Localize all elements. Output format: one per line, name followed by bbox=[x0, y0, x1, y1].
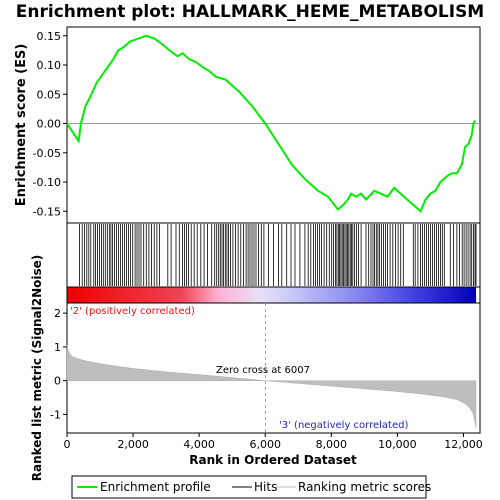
legend-hits-label: Hits bbox=[254, 480, 277, 494]
legend-metric-label: Ranking metric scores bbox=[298, 480, 431, 494]
negative-correlation-label: '3' (negatively correlated) bbox=[279, 420, 408, 431]
metric-y-tick-label: -1 bbox=[50, 408, 61, 421]
legend-enrichment-label: Enrichment profile bbox=[100, 480, 211, 494]
hit-marks bbox=[79, 224, 477, 286]
metric-y-label: Ranked list metric (Signal2Noise) bbox=[30, 255, 44, 482]
x-tick-label: 6,000 bbox=[249, 438, 281, 451]
positive-correlation-label: '2' (positively correlated) bbox=[70, 306, 195, 317]
es-y-label: Enrichment score (ES) bbox=[14, 44, 29, 207]
enrichment-frame bbox=[66, 26, 481, 224]
hits-panel bbox=[66, 222, 481, 288]
enrichment-profile-line bbox=[66, 34, 476, 213]
metric-x-axis: 0 2,000 4,000 6,000 8,000 10,000 12,000 bbox=[64, 433, 483, 451]
metric-y-tick-label: 0 bbox=[54, 375, 61, 388]
x-tick-label: 4,000 bbox=[183, 438, 215, 451]
legend: Enrichment profile Hits Ranking metric s… bbox=[71, 475, 431, 499]
es-y-tick-label: 0.00 bbox=[37, 118, 62, 131]
es-y-tick-label: 0.10 bbox=[37, 59, 62, 72]
es-y-tick-label: -0.10 bbox=[33, 176, 61, 189]
metric-panel: 210-1 0 2,000 4,000 6,000 8,000 10,000 12,000 … bbox=[30, 255, 483, 482]
chart-title: Enrichment plot: HALLMARK_HEME_METABOLIS… bbox=[16, 2, 484, 22]
es-y-tick-label: -0.05 bbox=[33, 147, 61, 160]
color-gradient-bar bbox=[67, 287, 477, 303]
rank-color-bar bbox=[66, 286, 481, 304]
x-tick-label: 10,000 bbox=[378, 438, 417, 451]
ranking-metric-area bbox=[66, 345, 477, 428]
x-tick-label: 0 bbox=[64, 438, 71, 451]
es-y-tick-label: -0.15 bbox=[33, 205, 61, 218]
x-tick-label: 2,000 bbox=[117, 438, 149, 451]
es-y-tick-label: 0.15 bbox=[37, 30, 62, 43]
x-tick-label: 8,000 bbox=[316, 438, 348, 451]
metric-y-tick-label: 2 bbox=[54, 307, 61, 320]
x-tick-label: 12,000 bbox=[444, 438, 483, 451]
es-y-axis: 0.15 0.10 0.05 0.00 -0.05 -0.10 -0.15 bbox=[33, 30, 67, 218]
x-axis-label: Rank in Ordered Dataset bbox=[189, 453, 357, 467]
enrichment-panel: 0.15 0.10 0.05 0.00 -0.05 -0.10 -0.15 Enrichme… bbox=[14, 26, 481, 224]
metric-y-axis: 2 1 0 -1 bbox=[50, 307, 67, 421]
metric-y-tick-label: 1 bbox=[54, 341, 61, 354]
es-y-tick-label: 0.05 bbox=[37, 88, 62, 101]
zero-cross-label: Zero cross at 6007 bbox=[216, 365, 310, 376]
